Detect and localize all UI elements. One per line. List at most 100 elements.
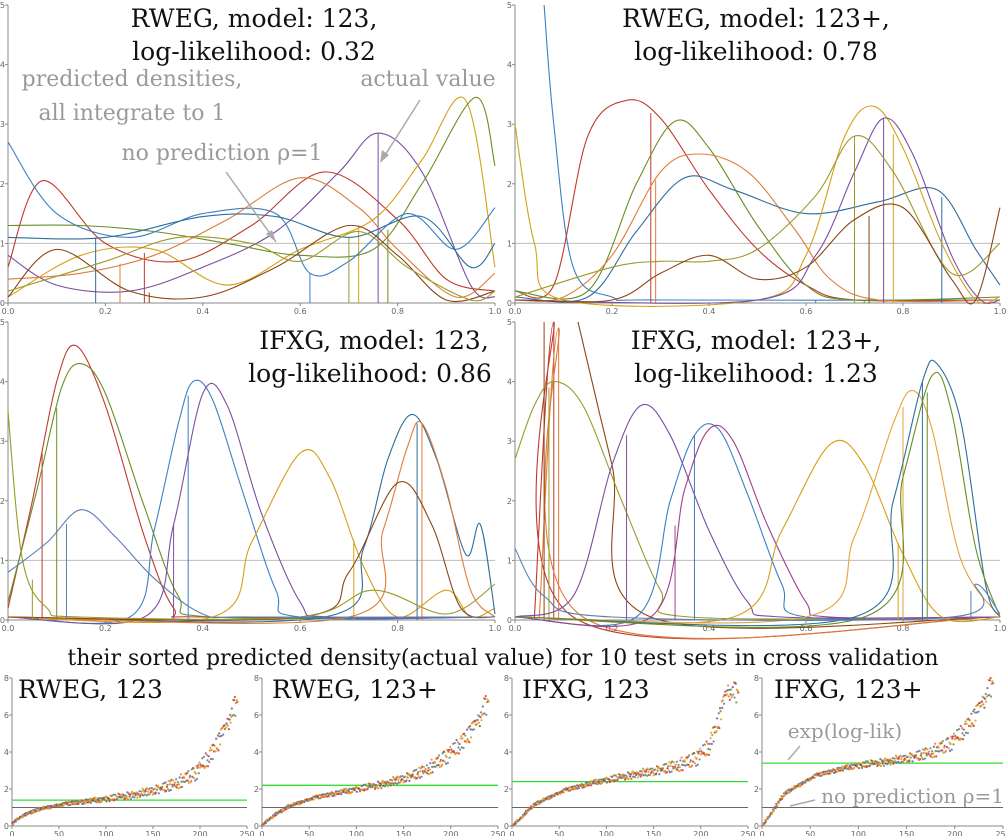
sorted-density-point — [581, 783, 585, 787]
sorted-density-point — [972, 724, 975, 728]
x-tick-label: 250 — [740, 830, 755, 836]
sorted-density-point — [944, 749, 947, 753]
sorted-density-point — [284, 806, 287, 809]
sorted-density-point — [444, 762, 448, 765]
x-tick-label: 50 — [805, 830, 815, 836]
sorted-density-point — [427, 766, 430, 770]
sorted-density-point — [171, 783, 174, 786]
sorted-density-point — [436, 756, 439, 759]
sorted-density-point — [546, 795, 549, 799]
sorted-density-point — [386, 785, 389, 788]
sorted-density-point — [365, 784, 368, 788]
sorted-density-point — [418, 766, 421, 769]
sorted-density-point — [960, 727, 964, 730]
y-tick-label: 4 — [0, 61, 5, 70]
sorted-density-point — [438, 766, 441, 769]
sorted-density-point — [730, 696, 733, 699]
sorted-density-point — [222, 733, 225, 736]
sorted-density-point — [354, 789, 357, 792]
sorted-density-point — [674, 763, 677, 766]
sorted-density-point — [348, 787, 352, 790]
sorted-density-point — [633, 775, 636, 779]
sorted-density-point — [196, 766, 199, 769]
sorted-density-point — [892, 762, 895, 765]
sorted-density-point — [718, 707, 722, 710]
sorted-density-point — [317, 797, 320, 800]
sorted-density-point — [925, 752, 928, 755]
sorted-density-point — [821, 773, 824, 776]
sorted-density-point — [894, 754, 897, 757]
sorted-density-point — [863, 761, 866, 764]
sorted-density-point — [934, 742, 937, 745]
sorted-density-point — [195, 777, 199, 781]
sorted-density-point — [695, 757, 698, 760]
y-tick-label: 6 — [504, 711, 509, 720]
sorted-density-point — [678, 770, 681, 773]
sorted-density-point — [703, 743, 706, 746]
sorted-density-point — [784, 790, 787, 793]
sorted-density-point — [209, 746, 212, 749]
sorted-density-point — [339, 788, 342, 792]
sorted-density-point — [682, 763, 685, 767]
sorted-density-point — [626, 775, 629, 778]
small-chart-title: RWEG, 123+ — [272, 675, 438, 704]
sorted-density-point — [204, 752, 207, 755]
density-series-0 — [543, 4, 1001, 301]
sorted-density-point — [89, 797, 92, 800]
sorted-density-point — [714, 725, 717, 728]
sorted-density-point — [962, 728, 965, 731]
sorted-density-point — [480, 719, 483, 722]
sorted-density-point — [457, 746, 460, 749]
sorted-density-point — [157, 792, 160, 795]
sorted-density-point — [373, 783, 376, 786]
sorted-density-point — [468, 741, 471, 744]
sorted-density-point — [208, 760, 211, 763]
sorted-density-point — [963, 722, 966, 726]
sorted-density-point — [676, 768, 679, 771]
sorted-density-point — [428, 768, 431, 771]
sorted-density-point — [447, 748, 451, 751]
sorted-density-point — [847, 766, 850, 769]
sorted-density-point — [420, 775, 423, 778]
sorted-density-point — [183, 776, 186, 780]
y-tick-label: 8 — [754, 674, 759, 683]
sorted-density-point — [145, 794, 148, 797]
sorted-density-point — [396, 775, 399, 778]
sorted-density-point — [416, 772, 419, 776]
sorted-density-point — [338, 791, 342, 794]
sorted-density-point — [938, 750, 941, 753]
sorted-density-point — [202, 765, 205, 768]
sorted-density-point — [712, 740, 715, 743]
sorted-density-point — [389, 784, 392, 787]
sorted-density-point — [736, 689, 739, 692]
sorted-density-point — [133, 796, 136, 799]
x-tick-label: 150 — [145, 830, 160, 836]
x-tick-label: 0 — [759, 830, 764, 836]
sorted-density-point — [460, 746, 463, 749]
sorted-density-point — [418, 776, 421, 779]
x-tick-label: 0 — [509, 830, 514, 836]
sorted-density-point — [583, 783, 586, 786]
sorted-density-point — [455, 738, 458, 742]
x-tick-label: 0.8 — [897, 307, 910, 316]
sorted-density-point — [377, 787, 380, 790]
sorted-density-point — [176, 783, 179, 786]
sorted-density-point — [846, 763, 849, 766]
x-tick-label: 0.6 — [800, 307, 813, 316]
sorted-density-point — [835, 768, 838, 771]
sorted-density-point — [669, 762, 673, 765]
sorted-density-point — [948, 749, 952, 752]
sorted-density-point — [236, 700, 239, 703]
sorted-density-point — [458, 742, 461, 746]
x-tick-label: 100 — [349, 830, 364, 836]
sorted-density-point — [173, 781, 177, 784]
sorted-density-point — [941, 739, 944, 743]
sorted-density-point — [976, 703, 980, 706]
sorted-density-point — [586, 781, 589, 784]
sorted-density-point — [646, 774, 649, 777]
sorted-density-point — [453, 751, 456, 754]
sorted-density-point — [929, 755, 932, 758]
sorted-density-point — [901, 760, 905, 764]
x-tick-label: 1.0 — [994, 307, 1006, 316]
sorted-density-point — [425, 764, 428, 767]
